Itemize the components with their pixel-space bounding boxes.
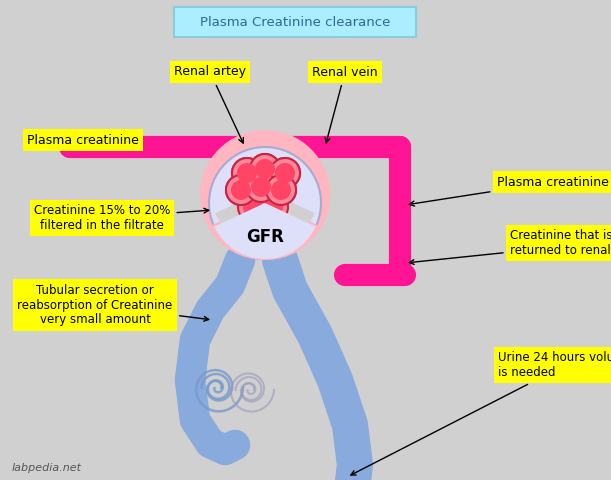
Circle shape — [258, 192, 288, 222]
Text: Creatinine 15% to 20%
filtered in the filtrate: Creatinine 15% to 20% filtered in the fi… — [34, 204, 209, 232]
Text: Excess of creatinine
goes to urine: Excess of creatinine goes to urine — [0, 479, 1, 480]
Circle shape — [237, 163, 257, 183]
Text: Urine 24 hours volume
is needed: Urine 24 hours volume is needed — [351, 351, 611, 475]
Circle shape — [226, 175, 256, 205]
Wedge shape — [209, 195, 321, 260]
Circle shape — [237, 163, 257, 183]
Circle shape — [255, 159, 275, 179]
Circle shape — [271, 180, 291, 200]
Circle shape — [271, 180, 291, 200]
Circle shape — [226, 175, 256, 205]
Circle shape — [231, 180, 251, 200]
Circle shape — [200, 130, 330, 260]
Text: Plasma creatinine: Plasma creatinine — [409, 176, 609, 206]
Circle shape — [266, 175, 296, 205]
Text: Plasma Creatinine clearance: Plasma Creatinine clearance — [200, 15, 390, 28]
Circle shape — [232, 158, 262, 188]
Text: Renal artey: Renal artey — [174, 65, 246, 143]
Circle shape — [60, 137, 80, 157]
Circle shape — [270, 158, 300, 188]
Text: Renal vein: Renal vein — [312, 65, 378, 143]
Circle shape — [263, 197, 283, 217]
Text: Plasma creatinine: Plasma creatinine — [27, 133, 139, 146]
Circle shape — [275, 163, 295, 183]
Text: Creatinine that is not filtered,
returned to renal vein: Creatinine that is not filtered, returne… — [409, 229, 611, 264]
Text: Tubular secretion or
reabsorption of Creatinine
very small amount: Tubular secretion or reabsorption of Cre… — [17, 284, 209, 326]
Text: labpedia.net: labpedia.net — [12, 463, 82, 473]
Circle shape — [231, 180, 251, 200]
Circle shape — [243, 197, 263, 217]
Circle shape — [250, 154, 280, 184]
Wedge shape — [214, 203, 316, 259]
Circle shape — [270, 158, 300, 188]
Circle shape — [246, 172, 276, 202]
Circle shape — [209, 147, 321, 259]
Circle shape — [246, 172, 276, 202]
FancyBboxPatch shape — [174, 7, 416, 37]
Circle shape — [255, 159, 275, 179]
Circle shape — [250, 154, 280, 184]
Circle shape — [251, 177, 271, 197]
Text: GFR: GFR — [246, 228, 284, 246]
Circle shape — [275, 163, 295, 183]
Circle shape — [251, 177, 271, 197]
Circle shape — [238, 192, 268, 222]
Circle shape — [266, 175, 296, 205]
Circle shape — [232, 158, 262, 188]
Wedge shape — [215, 190, 315, 245]
